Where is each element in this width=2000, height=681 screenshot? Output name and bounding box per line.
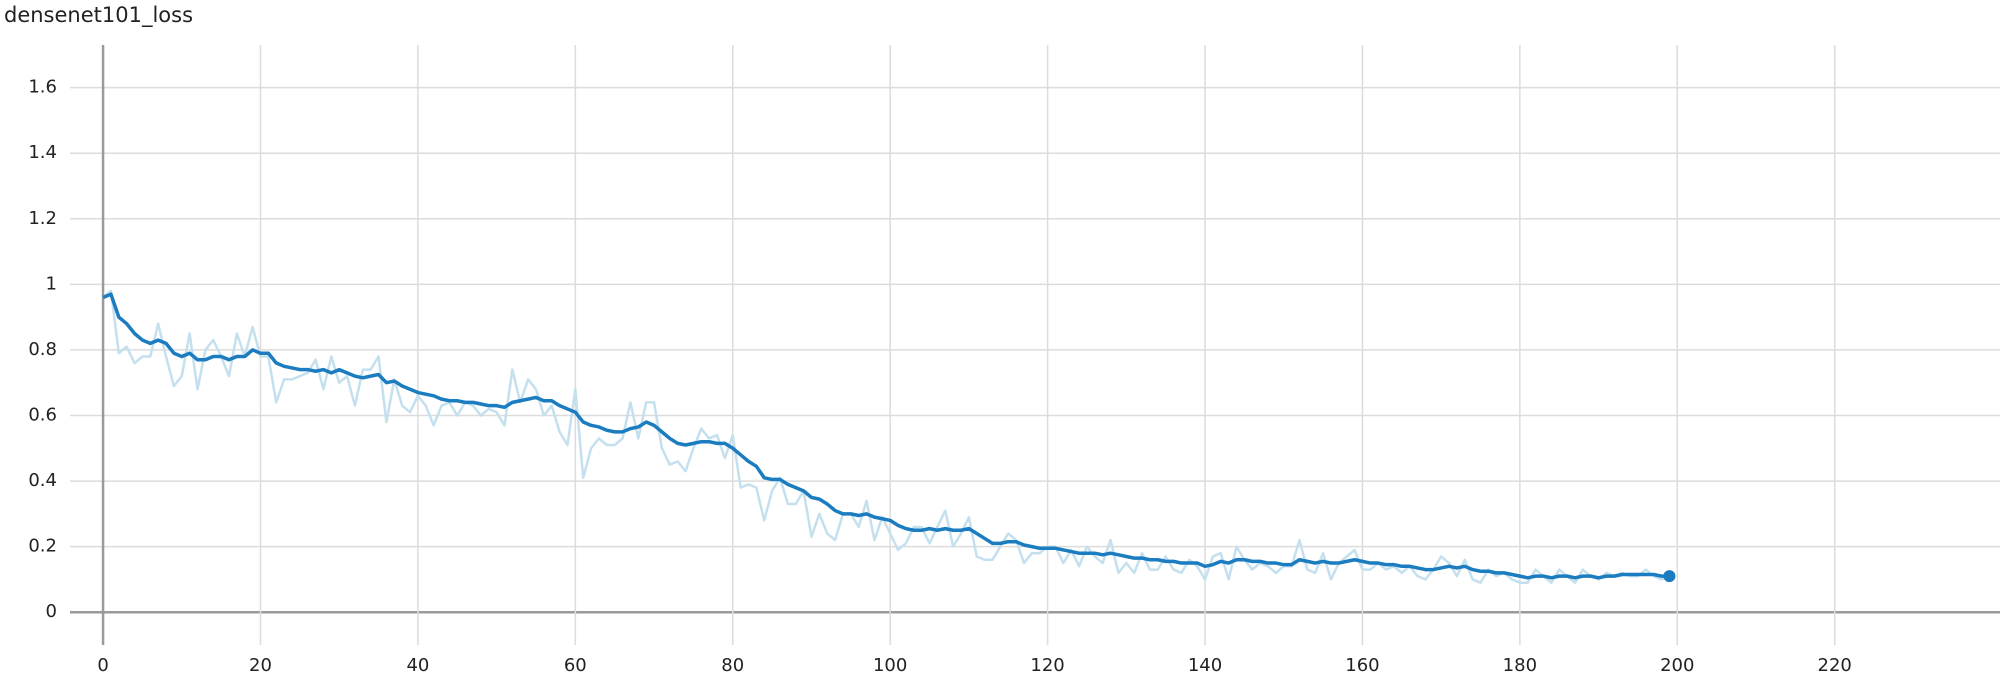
y-tick-label: 0.6: [28, 404, 57, 425]
series-line: [102, 292, 1670, 580]
x-tick-label: 100: [873, 655, 907, 676]
y-tick-label: 1.2: [28, 208, 57, 229]
x-tick-label: 180: [1503, 655, 1537, 676]
chart-title: densenet101_loss: [4, 3, 193, 28]
x-tick-label: 160: [1345, 655, 1379, 676]
series-line: [102, 289, 1670, 584]
x-tick-label: 220: [1818, 655, 1852, 676]
x-tick-label: 0: [97, 655, 108, 676]
x-tick-label: 80: [721, 655, 744, 676]
y-tick-label: 1: [46, 273, 57, 294]
x-tick-label: 40: [406, 655, 429, 676]
y-tick-label: 1.4: [28, 142, 57, 163]
x-tick-label: 140: [1188, 655, 1222, 676]
x-tick-label: 20: [249, 655, 272, 676]
y-tick-label: 0: [46, 601, 57, 622]
y-tick-label: 0.8: [28, 339, 57, 360]
y-tick-label: 0.2: [28, 536, 57, 557]
end-point: [1663, 570, 1676, 583]
y-tick-label: 0.4: [28, 470, 57, 491]
x-tick-label: 200: [1660, 655, 1694, 676]
x-tick-label: 120: [1030, 655, 1064, 676]
x-tick-label: 60: [564, 655, 587, 676]
y-tick-label: 1.6: [28, 77, 57, 98]
